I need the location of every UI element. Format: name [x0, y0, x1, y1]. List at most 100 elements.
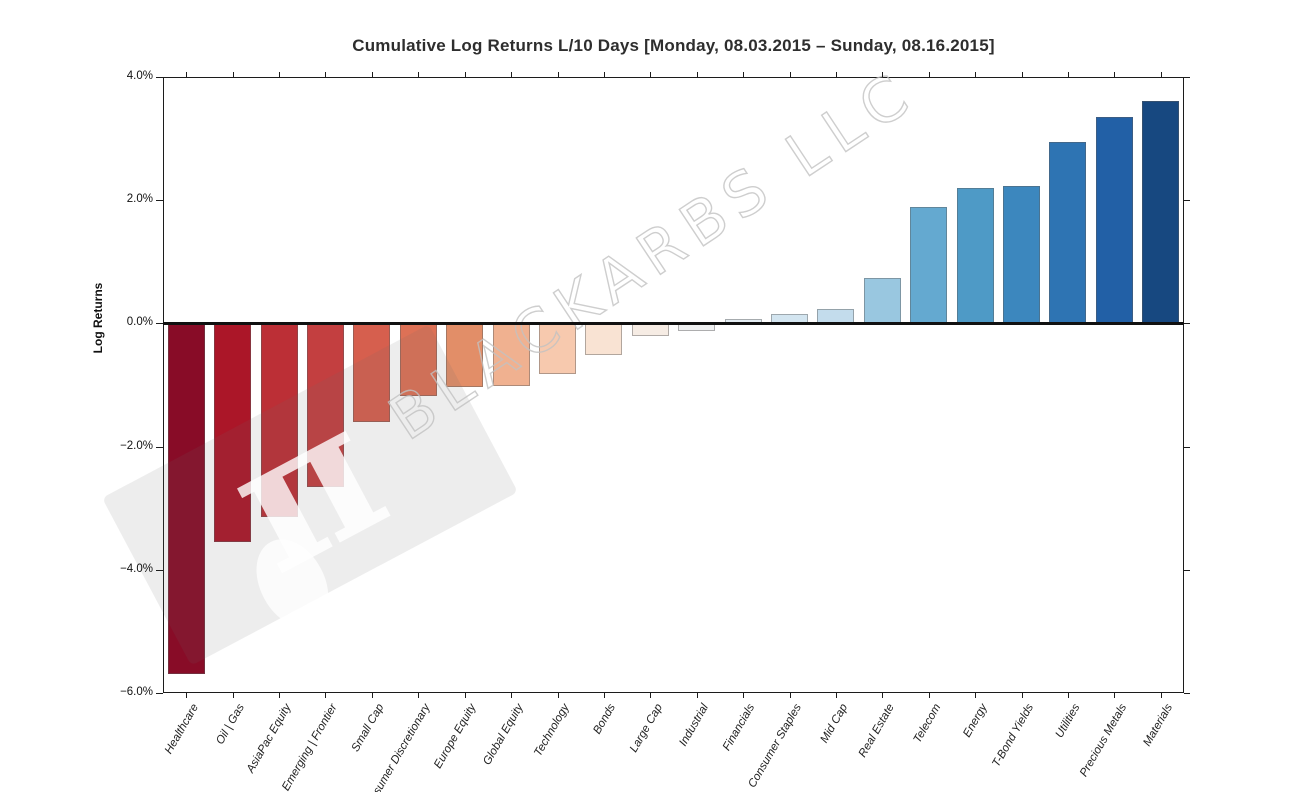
x-tick-mark-top	[511, 72, 513, 77]
x-tick-mark	[418, 693, 420, 698]
y-tick-mark	[156, 693, 163, 694]
x-tick-mark	[1160, 693, 1162, 698]
x-tick-mark	[1114, 693, 1116, 698]
x-tick-label-text: Energy	[960, 702, 990, 740]
x-tick-label-text: Technology	[532, 702, 572, 759]
x-tick-mark	[325, 693, 327, 698]
bar	[863, 278, 901, 324]
bar	[353, 323, 391, 422]
x-tick-mark-top	[1160, 72, 1162, 77]
x-tick-mark	[464, 693, 466, 698]
x-tick-mark-top	[186, 72, 188, 77]
x-tick-label-text: Telecom	[911, 702, 944, 746]
x-tick-label-text: Utilities	[1053, 702, 1083, 741]
x-tick-mark-top	[603, 72, 605, 77]
x-tick-mark-top	[279, 72, 280, 77]
x-tick-mark	[557, 693, 559, 698]
bar	[910, 207, 948, 324]
x-tick-label-text: Real Estate	[856, 702, 897, 760]
bar	[1049, 141, 1087, 324]
x-tick-mark	[650, 693, 652, 698]
x-tick-mark-top	[1114, 72, 1116, 77]
y-tick-label-text: 0.0%	[126, 316, 153, 329]
x-tick-mark-top	[557, 72, 559, 77]
zero-baseline	[163, 322, 1184, 325]
x-tick-label-text: Large Cap	[627, 702, 665, 755]
x-tick-mark-top	[696, 72, 698, 77]
x-tick-mark-top	[928, 72, 930, 77]
x-tick-mark-top	[1021, 72, 1023, 77]
bar	[1142, 101, 1180, 324]
x-tick-mark-top	[835, 72, 837, 77]
y-tick-mark	[156, 323, 163, 325]
x-tick-mark	[743, 693, 745, 698]
y-tick-label-text: −4.0%	[120, 562, 153, 575]
x-tick-mark	[279, 693, 280, 698]
bar	[956, 187, 994, 324]
bar	[1003, 186, 1041, 324]
x-tick-label-text: Industrial	[677, 702, 712, 749]
x-tick-mark-top	[650, 72, 652, 77]
y-tick-mark-right	[1184, 200, 1190, 202]
x-tick-mark	[1021, 693, 1023, 698]
y-tick-label-text: −2.0%	[120, 439, 153, 452]
x-tick-label-text: Materials	[1141, 702, 1176, 749]
x-tick-mark	[696, 693, 698, 698]
bar	[399, 323, 437, 397]
x-tick-mark	[975, 693, 977, 698]
x-tick-mark	[371, 693, 373, 698]
bar	[306, 323, 344, 488]
bar	[167, 323, 205, 674]
y-tick-mark-right	[1184, 77, 1190, 78]
chart-title: Cumulative Log Returns L/10 Days [Monday…	[352, 36, 995, 55]
x-tick-label-text: Precious Metals	[1077, 702, 1129, 779]
x-tick-label-text: T-Bond Yields	[990, 702, 1036, 770]
x-tick-mark	[186, 693, 188, 698]
bar	[492, 323, 530, 386]
bar	[1095, 117, 1133, 324]
x-tick-mark-top	[1068, 72, 1069, 77]
y-tick-mark-right	[1184, 569, 1190, 571]
x-tick-label-text: Europe Equity	[432, 702, 480, 771]
x-tick-mark-top	[232, 72, 234, 77]
y-tick-mark	[156, 77, 163, 78]
x-tick-label-text: AsiaPac Equity	[244, 702, 294, 775]
x-tick-label-text: Oil | Gas	[214, 702, 247, 747]
x-tick-label-text: Mid Cap	[818, 702, 851, 746]
y-tick-mark	[156, 569, 163, 571]
bar	[214, 323, 252, 543]
x-tick-mark-top	[418, 72, 420, 77]
bar	[585, 323, 623, 356]
x-tick-mark-top	[975, 72, 977, 77]
bar	[260, 323, 298, 517]
x-tick-mark-top	[464, 72, 466, 77]
x-tick-mark	[603, 693, 605, 698]
x-tick-label-text: Financials	[721, 702, 758, 753]
x-tick-label-text: Healthcare	[162, 702, 201, 757]
x-tick-mark	[835, 693, 837, 698]
y-tick-label-text: −6.0%	[120, 686, 153, 698]
x-tick-label-text: Bonds	[591, 702, 619, 737]
x-tick-label-text: Small Cap	[349, 702, 387, 754]
x-tick-mark	[882, 693, 884, 698]
y-tick-mark	[156, 200, 163, 202]
bar	[538, 323, 576, 375]
x-tick-mark-top	[743, 72, 745, 77]
x-tick-label-text: Global Equity	[480, 702, 526, 768]
y-tick-mark-right	[1184, 446, 1190, 448]
x-tick-mark	[789, 693, 791, 698]
y-tick-label-text: 4.0%	[126, 70, 153, 82]
y-tick-mark-right	[1184, 693, 1190, 694]
x-tick-mark	[232, 693, 234, 698]
y-tick-label-text: 2.0%	[126, 193, 153, 206]
bar	[631, 323, 669, 337]
x-tick-mark-top	[882, 72, 884, 77]
x-tick-mark	[511, 693, 513, 698]
x-tick-mark	[1068, 693, 1069, 698]
x-tick-mark-top	[789, 72, 791, 77]
x-tick-label-text: Consumer Staples	[746, 702, 804, 790]
x-tick-mark-top	[371, 72, 373, 77]
x-tick-mark	[928, 693, 930, 698]
y-tick-mark	[156, 446, 163, 448]
